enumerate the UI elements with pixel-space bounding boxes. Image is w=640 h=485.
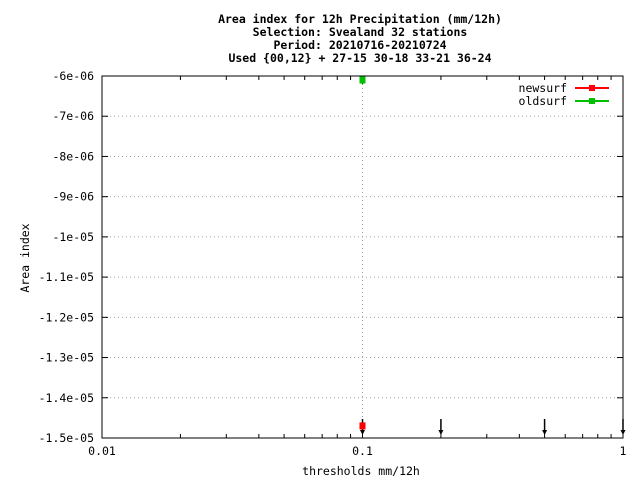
y-tick-label: -6e-06 — [52, 69, 94, 83]
x-tick-label: 0.01 — [88, 444, 116, 458]
y-tick-label: -1.2e-05 — [39, 310, 94, 324]
legend-label-newsurf: newsurf — [519, 81, 567, 95]
chart-title-line-4: Used {00,12} + 27-15 30-18 33-21 36-24 — [228, 51, 491, 65]
out-of-range-arrow-head — [360, 430, 365, 435]
x-tick-label: 1 — [620, 444, 627, 458]
grid-layer — [102, 76, 623, 438]
chart-title-line-1: Area index for 12h Precipitation (mm/12h… — [218, 12, 502, 26]
chart-title-line-3: Period: 20210716-20210724 — [273, 38, 446, 52]
y-tick-label: -1e-05 — [52, 230, 94, 244]
y-tick-label: -8e-06 — [52, 149, 94, 163]
out-of-range-arrow-head — [542, 430, 548, 435]
chart-title-line-2: Selection: Svealand 32 stations — [253, 25, 468, 39]
x-axis-label: thresholds mm/12h — [302, 464, 420, 478]
ticks-layer: -6e-06 -7e-06 -8e-06 -9e-06 -1e-05 -1.1e-05 -1… — [39, 69, 627, 458]
y-tick-label: -1.3e-05 — [39, 351, 94, 365]
y-tick-label: -1.5e-05 — [39, 431, 94, 445]
y-tick-label: -1.4e-05 — [39, 391, 94, 405]
marks-layer — [359, 76, 626, 435]
y-tick-label: -1.1e-05 — [39, 270, 94, 284]
legend-marker-oldsurf — [589, 98, 595, 104]
y-axis-label: Area index — [18, 223, 32, 292]
y-tick-label: -7e-06 — [52, 109, 94, 123]
chart-title: Area index for 12h Precipitation (mm/12h… — [218, 12, 502, 65]
data-point-oldsurf — [359, 76, 366, 84]
legend-label-oldsurf: oldsurf — [519, 94, 567, 108]
y-tick-label: -9e-06 — [52, 190, 94, 204]
out-of-range-arrow-head — [438, 430, 444, 435]
x-tick-label: 0.1 — [352, 444, 373, 458]
data-point-newsurf — [359, 422, 366, 430]
out-of-range-arrow-head — [620, 430, 626, 435]
legend-marker-newsurf — [589, 85, 595, 91]
